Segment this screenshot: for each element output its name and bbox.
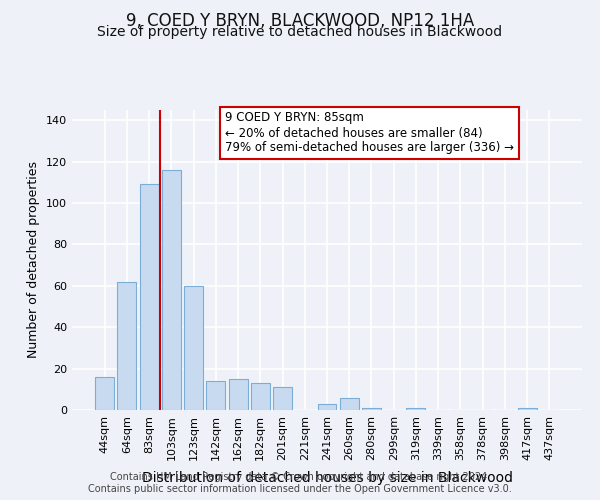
Bar [95,377,114,410]
Y-axis label: Number of detached properties: Number of detached properties [28,162,40,358]
Bar [162,170,181,410]
Text: 9, COED Y BRYN, BLACKWOOD, NP12 1HA: 9, COED Y BRYN, BLACKWOOD, NP12 1HA [126,12,474,30]
X-axis label: Distribution of detached houses by size in Blackwood: Distribution of detached houses by size … [142,471,512,485]
Bar [140,184,158,410]
Text: Size of property relative to detached houses in Blackwood: Size of property relative to detached ho… [97,25,503,39]
Bar [206,381,225,410]
Text: 9 COED Y BRYN: 85sqm
← 20% of detached houses are smaller (84)
79% of semi-detac: 9 COED Y BRYN: 85sqm ← 20% of detached h… [225,112,514,154]
Bar [229,379,248,410]
Bar [362,408,381,410]
Text: Contains HM Land Registry data © Crown copyright and database right 2024.: Contains HM Land Registry data © Crown c… [110,472,490,482]
Bar [251,383,270,410]
Bar [340,398,359,410]
Bar [406,408,425,410]
Bar [317,404,337,410]
Text: Contains public sector information licensed under the Open Government Licence v3: Contains public sector information licen… [88,484,512,494]
Bar [273,387,292,410]
Bar [184,286,203,410]
Bar [118,282,136,410]
Bar [518,408,536,410]
